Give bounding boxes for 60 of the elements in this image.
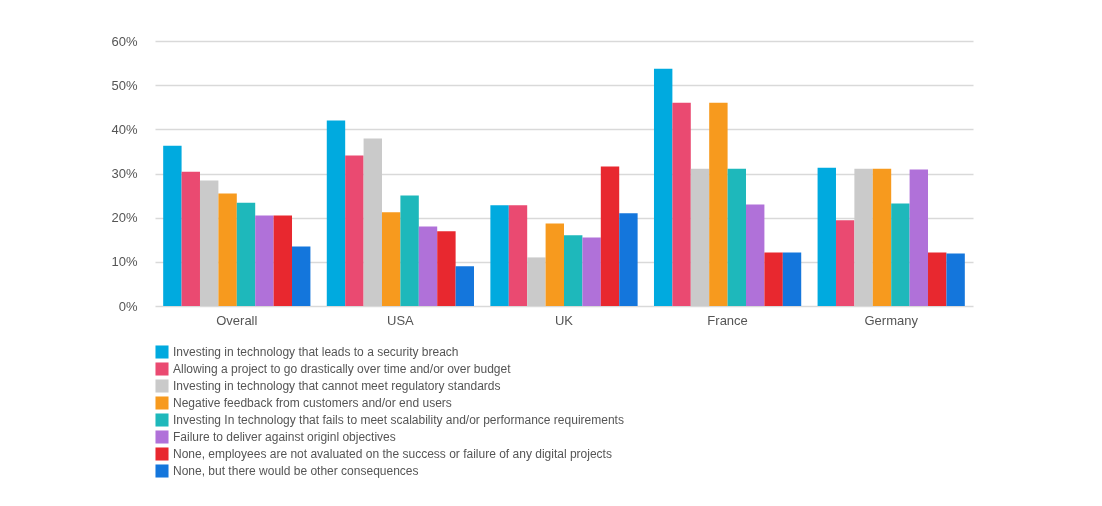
- bar: [418, 226, 438, 306]
- legend-label: Allowing a project to go drastically over time and/or over budget: [173, 362, 512, 376]
- bar: [727, 168, 746, 306]
- x-tick-label: France: [707, 312, 748, 328]
- bar: [817, 167, 836, 306]
- bar: [619, 213, 638, 306]
- y-tick-label: 40%: [111, 121, 138, 137]
- legend-label: Investing In technology that fails to meet scalability and/or performance requirements: [173, 413, 624, 427]
- y-tick-label: 60%: [111, 33, 138, 49]
- bar: [527, 257, 546, 306]
- y-tick-label: 20%: [111, 210, 138, 226]
- legend-label: None, but there would be other consequences: [173, 464, 419, 478]
- legend-label: Failure to deliver against originl objectives: [173, 430, 396, 444]
- bar: [326, 120, 346, 306]
- bar: [363, 138, 382, 306]
- bar: [909, 169, 929, 306]
- bar: [835, 220, 855, 306]
- legend-label: Investing in technology that cannot meet regulatory standards: [173, 379, 501, 393]
- bar: [600, 166, 620, 306]
- bar: [218, 193, 237, 306]
- legend-label: Negative feedback from customers and/or end users: [173, 396, 452, 410]
- bar: [437, 231, 456, 306]
- bar: [582, 237, 601, 306]
- bar: [345, 155, 364, 306]
- y-tick-label: 50%: [111, 77, 138, 93]
- bar: [382, 212, 401, 306]
- bar: [746, 204, 765, 306]
- y-tick-label: 30%: [111, 166, 138, 181]
- bar: [782, 252, 802, 306]
- y-tick-label: 10%: [111, 254, 138, 270]
- bar: [292, 246, 311, 306]
- bar: [928, 252, 947, 306]
- bar: [255, 215, 274, 306]
- bar: [545, 223, 564, 306]
- legend-label: Investing in technology that leads to a security breach: [173, 345, 459, 359]
- x-tick-label: Overall: [216, 312, 258, 328]
- x-tick-label: USA: [387, 312, 415, 328]
- x-tick-label: UK: [554, 312, 574, 328]
- bar: [199, 180, 219, 306]
- bar: [653, 68, 673, 306]
- bar: [872, 168, 892, 306]
- bar: [891, 203, 910, 306]
- bar: [163, 145, 182, 306]
- bar: [672, 102, 691, 306]
- bar: [490, 205, 509, 306]
- bar: [946, 253, 965, 306]
- bar: [854, 168, 873, 306]
- y-tick-label: 0%: [118, 298, 138, 314]
- bar: [709, 102, 728, 306]
- bar: [690, 168, 710, 306]
- bar: [455, 266, 475, 306]
- bar: [564, 235, 583, 306]
- bar: [273, 215, 293, 306]
- bar: [400, 195, 419, 306]
- bar: [508, 205, 528, 306]
- legend-label: None, employees are not avaluated on the success or failure of any digital projects: [173, 447, 612, 461]
- bar: [181, 171, 200, 306]
- bar: [236, 202, 256, 306]
- x-tick-label: Germany: [864, 312, 919, 328]
- bar: [764, 252, 783, 306]
